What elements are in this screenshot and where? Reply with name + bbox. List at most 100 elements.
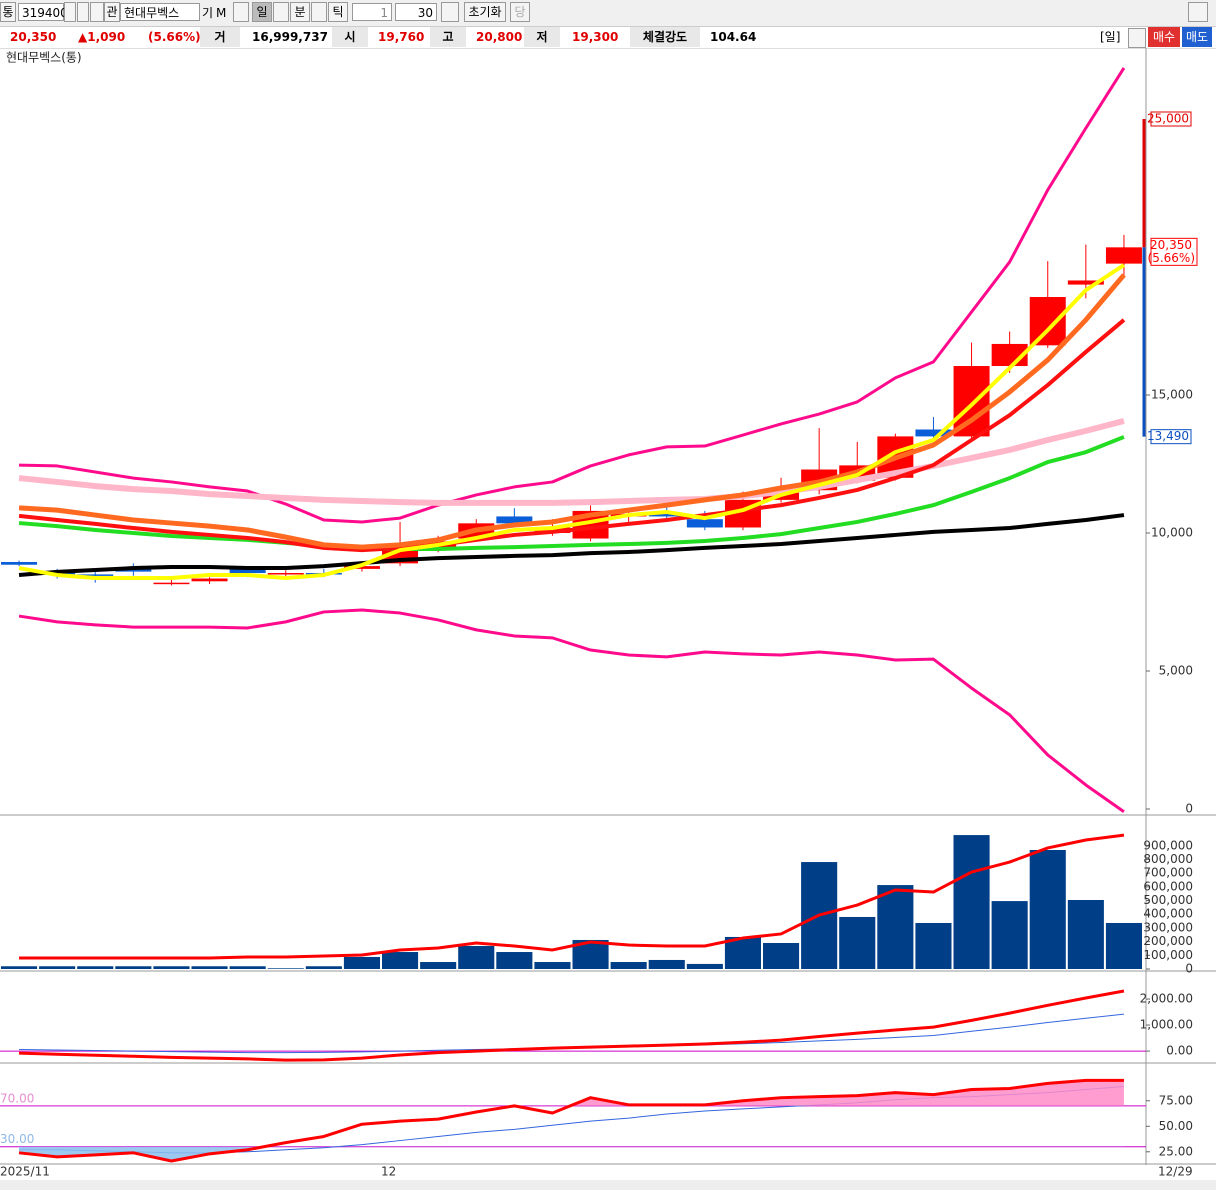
volume-bar [991, 901, 1028, 969]
y-tick-label: 500,000 [1143, 893, 1193, 907]
indicator-line [18, 418, 1125, 506]
volume-bar [382, 952, 419, 969]
settings-button[interactable] [1128, 28, 1146, 48]
candle-body [343, 566, 380, 569]
period-button[interactable]: 일 [252, 2, 272, 22]
volume-bar [39, 966, 76, 969]
name-input[interactable]: 현대무벡스 [120, 3, 200, 21]
candle-body [153, 582, 190, 585]
current-price: 20,350 [1150, 238, 1192, 252]
sell-button[interactable]: 매도 [1182, 27, 1212, 47]
candle-body [496, 516, 533, 524]
price: 20,350 [10, 30, 57, 44]
volume-bar [877, 885, 914, 969]
low: 19,300 [572, 30, 619, 44]
indicator-line [19, 989, 1125, 1062]
high: 20,800 [476, 30, 523, 44]
volume-bar [267, 968, 304, 969]
candle-body [1067, 280, 1104, 285]
apply-button[interactable] [441, 2, 459, 22]
volume-bar [839, 916, 876, 969]
indicator-line [18, 273, 1126, 550]
volume-bar [420, 962, 457, 969]
volume-bar [1029, 850, 1066, 969]
label: 고 [430, 27, 466, 47]
volume-bar [1, 966, 38, 969]
count-input[interactable]: 30 [395, 3, 437, 21]
dropdown[interactable] [311, 2, 327, 22]
y-tick-label: 10,000 [1151, 526, 1193, 540]
dropdown[interactable] [273, 2, 289, 22]
search-button[interactable] [90, 2, 104, 22]
buy-button[interactable]: 매수 [1148, 27, 1180, 47]
market-button[interactable]: 통 [0, 2, 16, 22]
candle-body [267, 573, 304, 575]
label: 시 [332, 27, 368, 47]
indicator-line [18, 513, 1125, 577]
open: 19,760 [378, 30, 425, 44]
next-button[interactable] [77, 2, 89, 22]
candle-body [915, 429, 952, 437]
volume-bar [343, 956, 380, 969]
code-input[interactable]: 319400 [18, 3, 68, 21]
candle-body [191, 578, 228, 582]
volume-bar [1067, 899, 1104, 969]
x-tick-label: 2025/11 [0, 1165, 50, 1179]
price-mark-box [1150, 111, 1192, 127]
candle-body [1029, 297, 1066, 346]
volume-bar [191, 966, 228, 969]
volume-bar [763, 942, 800, 969]
dropdown[interactable] [64, 2, 76, 22]
current-change: (5.66%) [1148, 251, 1195, 265]
unit-input[interactable]: 1 [352, 3, 392, 21]
watch-button[interactable]: 관 [104, 2, 120, 22]
reference-label: 70.00 [0, 1091, 34, 1105]
candle-body [686, 519, 723, 528]
indicator-line [18, 318, 1126, 553]
volume-bar [1105, 922, 1142, 969]
period-button[interactable]: 분 [290, 2, 310, 22]
y-tick-label: 800,000 [1143, 852, 1193, 866]
price-mark-label: 25,000 [1147, 112, 1189, 126]
close-button[interactable] [1188, 2, 1208, 22]
x-tick-label: 12/29 [1158, 1165, 1193, 1179]
label: 체결강도 [630, 27, 700, 47]
y-tick-label: 900,000 [1143, 838, 1193, 852]
y-tick-label: 75.00 [1159, 1093, 1193, 1107]
y-tick-label: 700,000 [1143, 866, 1193, 880]
current-button[interactable]: 당 [510, 2, 530, 22]
price-mark-box [1150, 429, 1192, 445]
volume-bar [115, 966, 152, 969]
volume-bar [648, 959, 685, 969]
y-tick-label: 15,000 [1151, 388, 1193, 402]
volume-bar [915, 922, 952, 969]
strength: 104.64 [710, 30, 757, 44]
y-tick-label: 1,000.00 [1140, 1018, 1193, 1032]
indicator-line [18, 608, 1125, 813]
volume-bar [534, 962, 571, 969]
scrollbar[interactable] [0, 1180, 1216, 1190]
period-button[interactable]: 틱 [328, 2, 348, 22]
y-tick-label: 100,000 [1143, 948, 1193, 962]
volume-bar [458, 945, 495, 969]
reset-button[interactable]: 초기화 [464, 2, 506, 22]
extra-label[interactable]: M [216, 6, 227, 20]
volume-bar [305, 966, 342, 969]
volume-bar [153, 966, 190, 969]
label: 거 [200, 27, 240, 47]
candle-body [1105, 247, 1142, 264]
indicator-fill [19, 1080, 1124, 1106]
indicator-line [18, 435, 1125, 552]
extra-label[interactable]: 기 [202, 6, 214, 20]
candle-body [953, 366, 990, 437]
indicator-fill [19, 1146, 1124, 1161]
change: ▲1,090 [78, 30, 126, 44]
first-button[interactable] [233, 2, 249, 22]
indicator-line [18, 1078, 1124, 1163]
y-tick-label: 200,000 [1143, 934, 1193, 948]
y-tick-label: 0 [1185, 802, 1193, 816]
y-tick-label: 600,000 [1143, 879, 1193, 893]
volume-bar [686, 963, 723, 969]
